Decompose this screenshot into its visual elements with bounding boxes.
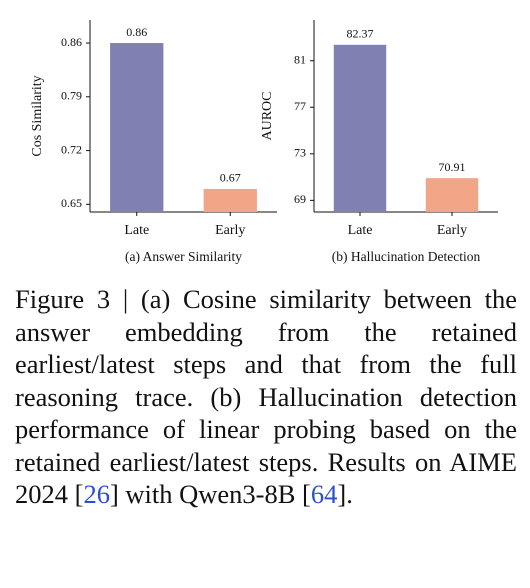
citation: 64 [310, 479, 338, 509]
x-tick-label: Late [348, 223, 373, 238]
caption-text: Figure 3 | (a) Cosine similarity between… [15, 284, 517, 509]
caption: Figure 3 | (a) Cosine similarity between… [15, 283, 517, 511]
value-label: 70.91 [439, 160, 466, 174]
bar [110, 43, 164, 212]
bar [333, 44, 387, 212]
bar [425, 178, 479, 212]
y-tick-label: 73 [294, 146, 306, 160]
y-axis-label: AUROC [260, 91, 275, 140]
figure: 0.65 0.72 0.79 0.86 0.86 Late 0.67 Early Cos Sim… [30, 20, 498, 264]
x-tick-label: Early [437, 223, 467, 238]
chart-title: (a) Answer Similarity [125, 249, 242, 264]
citation: 26 [83, 479, 110, 509]
y-axis-label: Cos Similarity [30, 75, 45, 156]
x-tick-label: Early [215, 223, 245, 238]
y-tick-label: 77 [294, 99, 306, 113]
y-tick-label: 0.79 [61, 89, 82, 103]
value-label: 0.67 [220, 171, 241, 185]
x-tick-label: Late [124, 223, 149, 238]
bar [203, 188, 257, 212]
y-tick-label: 0.86 [61, 35, 82, 49]
value-label: 82.37 [347, 27, 374, 41]
y-tick-label: 0.65 [61, 196, 82, 210]
y-tick-label: 0.72 [61, 142, 82, 156]
y-tick-label: 81 [294, 52, 306, 66]
caption-text: ] with Qwen3-8B [ [109, 479, 311, 509]
value-label: 0.86 [126, 25, 147, 39]
chart-title: (b) Hallucination Detection [332, 249, 481, 264]
caption-text: ]. [337, 479, 353, 509]
y-tick-label: 69 [294, 192, 306, 206]
